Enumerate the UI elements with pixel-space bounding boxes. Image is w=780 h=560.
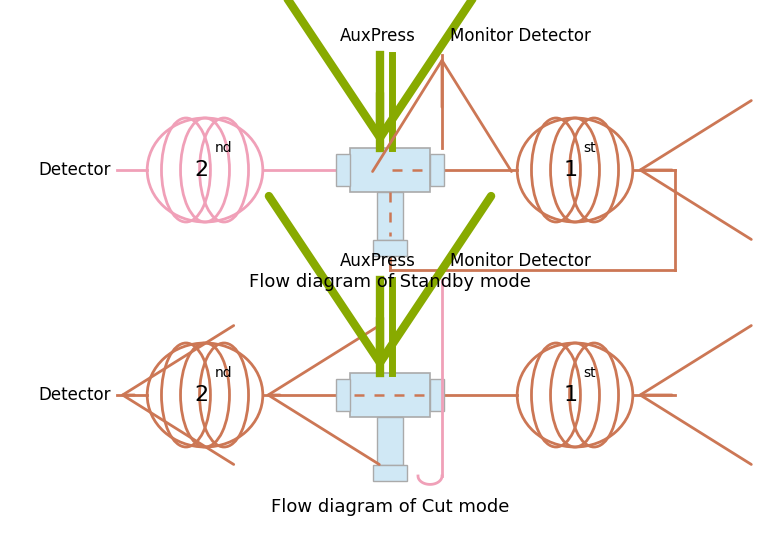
Text: 2: 2 (194, 385, 208, 405)
Text: Flow diagram of Cut mode: Flow diagram of Cut mode (271, 498, 509, 516)
Text: nd: nd (215, 141, 232, 155)
FancyBboxPatch shape (336, 154, 350, 186)
FancyBboxPatch shape (377, 417, 403, 465)
Text: nd: nd (215, 366, 232, 380)
Text: 1: 1 (564, 385, 578, 405)
FancyBboxPatch shape (373, 240, 407, 256)
FancyBboxPatch shape (336, 379, 350, 411)
FancyBboxPatch shape (373, 465, 407, 481)
Text: Flow diagram of Standby mode: Flow diagram of Standby mode (249, 273, 531, 291)
Text: 2: 2 (194, 160, 208, 180)
Text: 1: 1 (564, 160, 578, 180)
FancyBboxPatch shape (377, 192, 403, 240)
Text: st: st (583, 141, 596, 155)
Text: Detector: Detector (38, 386, 111, 404)
Text: Monitor Detector: Monitor Detector (450, 27, 591, 45)
FancyBboxPatch shape (430, 379, 444, 411)
FancyBboxPatch shape (430, 154, 444, 186)
FancyBboxPatch shape (350, 373, 430, 417)
Text: Monitor Detector: Monitor Detector (450, 252, 591, 270)
Text: AuxPress: AuxPress (340, 27, 416, 45)
FancyBboxPatch shape (350, 148, 430, 192)
Text: Detector: Detector (38, 161, 111, 179)
Text: st: st (583, 366, 596, 380)
Text: AuxPress: AuxPress (340, 252, 416, 270)
